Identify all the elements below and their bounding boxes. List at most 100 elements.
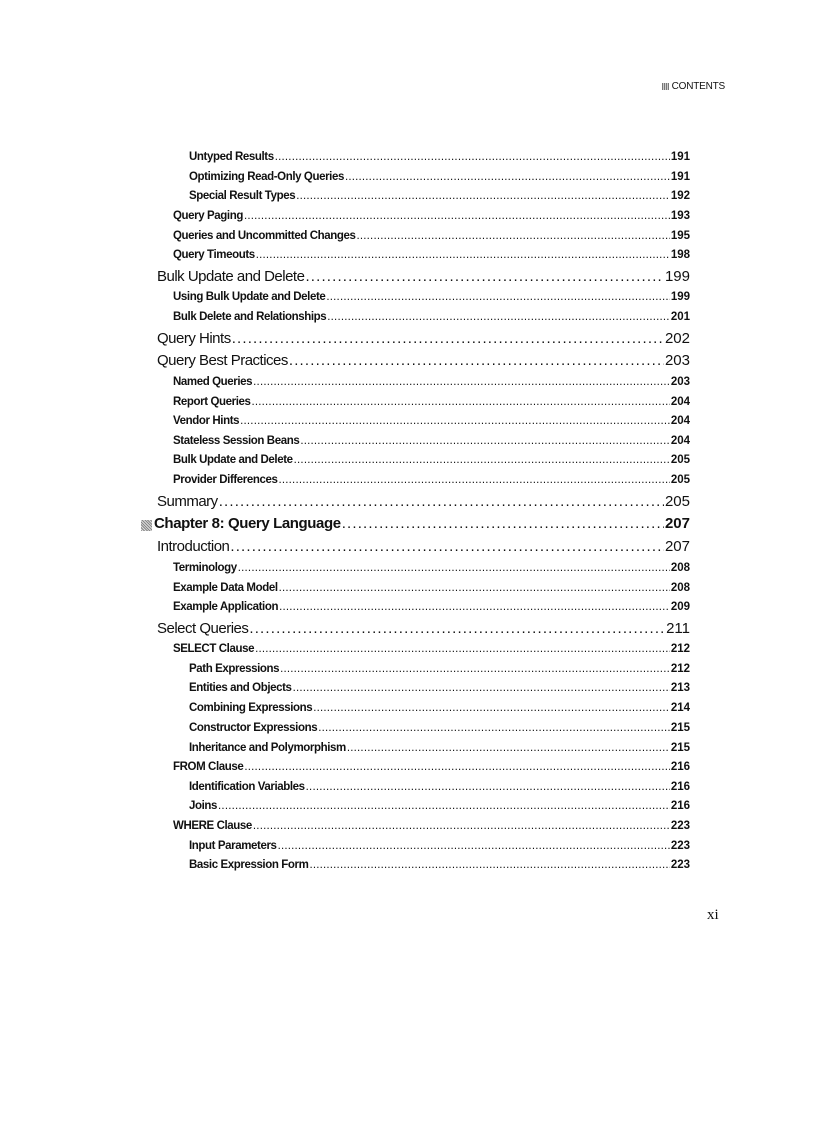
toc-entry[interactable]: Stateless Session Beans 204 xyxy=(173,435,690,451)
dot-leader xyxy=(280,663,670,675)
toc-entry[interactable]: Identification Variables 216 xyxy=(189,781,690,797)
toc-entry[interactable]: Query Best Practices 203 xyxy=(157,352,690,372)
toc-entry-page: 199 xyxy=(664,268,690,285)
toc-entry[interactable]: Queries and Uncommitted Changes 195 xyxy=(173,230,690,246)
page-number: xi xyxy=(707,907,719,923)
toc-entry-page: 195 xyxy=(670,230,690,242)
toc-entry[interactable]: Bulk Update and Delete 199 xyxy=(157,268,690,288)
toc-entry-title: Query Timeouts xyxy=(173,249,255,261)
dot-leader xyxy=(240,415,670,427)
toc-entry-page: 223 xyxy=(670,820,690,832)
dot-leader xyxy=(289,352,664,369)
dot-leader xyxy=(278,840,670,852)
toc-entry-title: Constructor Expressions xyxy=(189,722,318,734)
toc-entry[interactable]: Joins 216 xyxy=(189,800,690,816)
toc-entry-page: 223 xyxy=(670,859,690,871)
toc-entry-page: 216 xyxy=(670,800,690,812)
dot-leader xyxy=(255,643,670,655)
toc-entry-page: 207 xyxy=(664,515,690,532)
toc-entry-title: Untyped Results xyxy=(189,151,274,163)
dot-leader xyxy=(244,210,670,222)
toc-entry[interactable]: Bulk Delete and Relationships 201 xyxy=(173,311,690,327)
toc-entry-title: Query Paging xyxy=(173,210,243,222)
toc-entry-page: 213 xyxy=(670,682,690,694)
toc-entry[interactable]: Query Timeouts 198 xyxy=(173,249,690,265)
toc-entry[interactable]: Named Queries 203 xyxy=(173,376,690,392)
toc-entry-page: 205 xyxy=(670,474,690,486)
toc-entry[interactable]: Introduction 207 xyxy=(157,538,690,558)
toc-entry-page: 198 xyxy=(670,249,690,261)
dot-leader xyxy=(232,330,664,347)
running-header: CONTENTS xyxy=(661,81,726,92)
dot-leader xyxy=(256,249,670,261)
toc-entry[interactable]: Query Paging 193 xyxy=(173,210,690,226)
toc-entry-title: Path Expressions xyxy=(189,663,280,675)
toc-entry-title: Named Queries xyxy=(173,376,253,388)
toc-entry-title: Combining Expressions xyxy=(189,702,313,714)
dot-leader xyxy=(293,682,670,694)
toc-entry-title: Summary xyxy=(157,493,218,510)
header-label: CONTENTS xyxy=(671,81,726,92)
toc-entry-page: 215 xyxy=(670,742,690,754)
toc-entry[interactable]: Untyped Results 191 xyxy=(189,151,690,167)
toc-entry[interactable]: Terminology 208 xyxy=(173,562,690,578)
toc-entry-title: Terminology xyxy=(173,562,237,574)
toc-entry-page: 216 xyxy=(670,761,690,773)
toc-entry[interactable]: Constructor Expressions 215 xyxy=(189,722,690,738)
toc-entry[interactable]: Entities and Objects 213 xyxy=(189,682,690,698)
toc-entry[interactable]: Query Hints 202 xyxy=(157,330,690,350)
dot-leader xyxy=(253,820,670,832)
toc-entry[interactable]: Input Parameters 223 xyxy=(189,840,690,856)
toc-entry-title: WHERE Clause xyxy=(173,820,252,832)
toc-entry[interactable]: WHERE Clause 223 xyxy=(173,820,690,836)
toc-entry[interactable]: Path Expressions 212 xyxy=(189,663,690,679)
toc-entry[interactable]: Inheritance and Polymorphism 215 xyxy=(189,742,690,758)
toc-entry-title: Chapter 8: Query Language xyxy=(154,515,341,532)
toc-entry-title: Input Parameters xyxy=(189,840,277,852)
toc-entry-page: 192 xyxy=(670,190,690,202)
dot-leader xyxy=(318,722,670,734)
header-marker-icon xyxy=(661,83,669,90)
toc-entry[interactable]: SELECT Clause 212 xyxy=(173,643,690,659)
dot-leader xyxy=(279,474,670,486)
toc-entry[interactable]: Example Data Model 208 xyxy=(173,582,690,598)
toc-entry-page: 209 xyxy=(670,601,690,613)
toc-entry[interactable]: Report Queries 204 xyxy=(173,396,690,412)
dot-leader xyxy=(279,582,670,594)
toc-entry[interactable]: Vendor Hints 204 xyxy=(173,415,690,431)
toc-entry-page: 223 xyxy=(670,840,690,852)
toc-entry[interactable]: Summary 205 xyxy=(157,493,690,513)
toc-entry[interactable]: Special Result Types 192 xyxy=(189,190,690,206)
dot-leader xyxy=(313,702,670,714)
toc-entry-page: 203 xyxy=(670,376,690,388)
dot-leader xyxy=(230,538,664,555)
toc-entry-title: FROM Clause xyxy=(173,761,244,773)
dot-leader xyxy=(219,493,664,510)
toc-entry-page: 201 xyxy=(670,311,690,323)
toc-entry-page: 214 xyxy=(670,702,690,714)
toc-entry[interactable]: Example Application 209 xyxy=(173,601,690,617)
toc-entry-page: 212 xyxy=(670,663,690,675)
toc-entry[interactable]: Combining Expressions 214 xyxy=(189,702,690,718)
toc-entry-title: Introduction xyxy=(157,538,230,555)
toc-chapter-entry[interactable]: Chapter 8: Query Language 207 xyxy=(141,515,690,535)
toc-entry-page: 191 xyxy=(670,171,690,183)
dot-leader xyxy=(342,515,664,532)
toc-entry-page: 202 xyxy=(664,330,690,347)
dot-leader xyxy=(306,781,670,793)
toc-entry-page: 204 xyxy=(670,415,690,427)
toc-entry-title: Bulk Update and Delete xyxy=(157,268,305,285)
toc-entry[interactable]: Select Queries 211 xyxy=(157,620,690,640)
toc-entry-page: 211 xyxy=(666,620,690,637)
toc-entry[interactable]: Basic Expression Form 223 xyxy=(189,859,690,875)
toc-entry[interactable]: Provider Differences 205 xyxy=(173,474,690,490)
toc-entry[interactable]: Optimizing Read-Only Queries 191 xyxy=(189,171,690,187)
toc-entry-title: Optimizing Read-Only Queries xyxy=(189,171,344,183)
toc-entry[interactable]: Bulk Update and Delete 205 xyxy=(173,454,690,470)
toc-entry-page: 205 xyxy=(670,454,690,466)
toc-entry[interactable]: FROM Clause 216 xyxy=(173,761,690,777)
toc-entry-title: Entities and Objects xyxy=(189,682,292,694)
toc-entry-title: Identification Variables xyxy=(189,781,305,793)
toc-entry[interactable]: Using Bulk Update and Delete 199 xyxy=(173,291,690,307)
toc-entry-title: Joins xyxy=(189,800,218,812)
